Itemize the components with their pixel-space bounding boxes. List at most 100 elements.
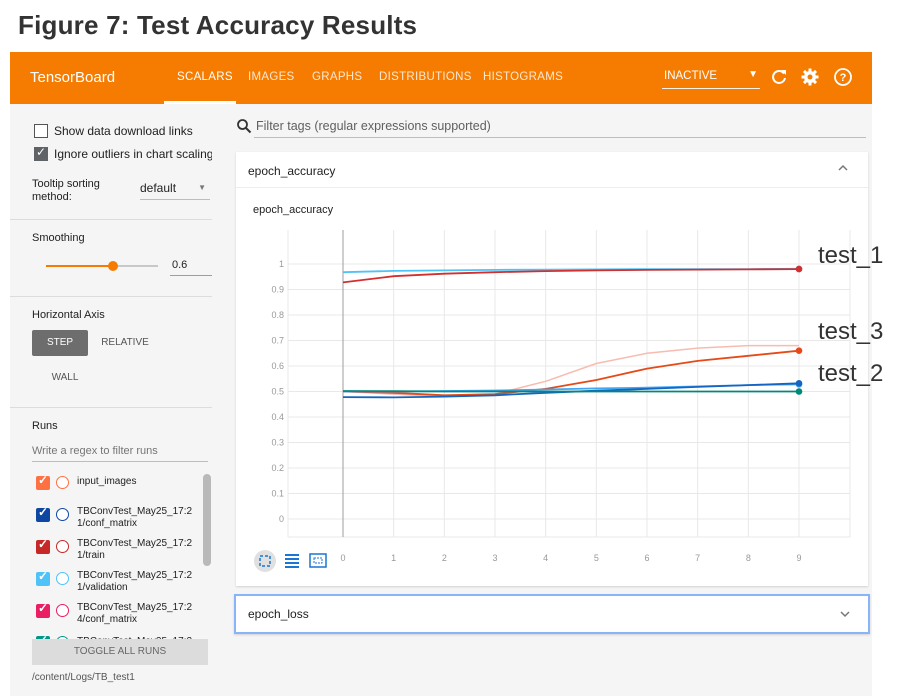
show-download-links-checkbox[interactable]	[34, 124, 48, 138]
run-color-icon[interactable]	[56, 540, 69, 553]
y-tick-label: 1	[279, 259, 284, 269]
ignore-outliers-checkbox[interactable]	[34, 145, 48, 161]
raw-series-line	[342, 344, 799, 398]
run-color-icon[interactable]	[56, 476, 69, 489]
tooltip-sorting-value: default	[140, 181, 177, 195]
axis-relative-label: RELATIVE	[101, 337, 149, 348]
accuracy-chart: epoch_accuracy 0 0.1 0.2 0.3 0.4 0.5 0.6 0.7 0.8 0…	[253, 204, 851, 572]
x-tick-label: 6	[644, 553, 649, 563]
series-end-point	[795, 380, 803, 387]
y-tick-label: 0.5	[271, 387, 284, 397]
tab-graphs[interactable]: GRAPHS	[312, 71, 363, 83]
accuracy-card: epoch_accuracy epoch_accuracy 0 0.1 0.2 0.3 0…	[236, 152, 868, 586]
axis-wall-button[interactable]: WALL	[42, 365, 88, 391]
fit-domain-icon	[259, 555, 271, 567]
run-name: TBConvTest_May25_17:2 1/validation	[77, 570, 193, 593]
loss-card-title: epoch_loss	[248, 607, 309, 621]
run-name: input_images	[77, 476, 137, 487]
slider-fill	[46, 265, 114, 267]
accuracy-card-header[interactable]: epoch_accuracy	[236, 152, 868, 188]
y-tick-label: 0.4	[271, 412, 284, 422]
series-line	[342, 349, 800, 397]
x-tick-label: 8	[746, 553, 751, 563]
status-select-value: INACTIVE	[664, 70, 718, 82]
run-item[interactable]: TBConvTest_May25_17:24/conf_matrix	[34, 601, 204, 632]
axis-step-button[interactable]: STEP	[32, 330, 88, 356]
top-bar: TensorBoard SCALARS IMAGES GRAPHS DISTRI…	[10, 52, 872, 104]
x-tick-label: 9	[796, 553, 801, 563]
y-tick-label: 0.3	[271, 438, 284, 448]
log-scale-icon	[285, 562, 299, 564]
run-item[interactable]: TBConvTest_May25_17:21/train	[34, 537, 204, 568]
series-end-point	[795, 265, 803, 273]
divider	[10, 296, 212, 297]
expand-chart-icon	[309, 553, 327, 568]
annotation-test-1: test_1	[818, 242, 884, 269]
run-color-icon[interactable]	[56, 572, 69, 585]
y-tick-label: 0.8	[271, 310, 284, 320]
run-color-icon[interactable]	[56, 604, 69, 617]
slider-knob[interactable]	[108, 261, 119, 271]
refresh-icon[interactable]	[768, 66, 790, 88]
tab-distributions[interactable]: DISTRIBUTIONS	[379, 71, 472, 83]
settings-icon[interactable]	[799, 66, 821, 88]
tooltip-sorting-label-2: method:	[32, 191, 72, 203]
smoothing-slider[interactable]	[46, 259, 158, 273]
axis-step-label: STEP	[46, 337, 74, 348]
x-tick-label: 7	[695, 553, 700, 563]
tooltip-sorting-select[interactable]: default ▼	[140, 180, 210, 200]
toggle-all-runs-button[interactable]: TOGGLE ALL RUNS	[32, 639, 208, 665]
run-checkbox[interactable]	[36, 473, 50, 490]
run-color-icon[interactable]	[56, 508, 69, 521]
active-tab-indicator	[164, 101, 236, 104]
x-tick-label: 4	[543, 553, 548, 563]
tab-histograms[interactable]: HISTOGRAMS	[483, 71, 564, 83]
log-scale-icon	[285, 554, 299, 556]
run-checkbox[interactable]	[36, 505, 50, 522]
run-item[interactable]: input_images	[34, 473, 204, 504]
annotation-test-3: test_3	[818, 318, 884, 345]
y-tick-label: 0	[279, 514, 284, 524]
tensorboard-app: TensorBoard SCALARS IMAGES GRAPHS DISTRI…	[10, 52, 872, 696]
axis-relative-button[interactable]: RELATIVE	[94, 330, 156, 356]
run-checkbox[interactable]	[36, 601, 50, 618]
runs-label: Runs	[32, 420, 58, 432]
x-tick-label: 1	[391, 553, 396, 563]
series-end-point	[795, 347, 803, 354]
run-checkbox[interactable]	[36, 537, 50, 554]
chevron-down-icon: ▼	[748, 69, 758, 80]
run-item[interactable]: TBConvTest_May25_17:21/validation	[34, 569, 204, 600]
logdir-path: /content/Logs/TB_test1	[32, 672, 135, 683]
chevron-down-icon[interactable]	[838, 607, 852, 626]
runs-filter-input[interactable]: Write a regex to filter runs	[32, 444, 208, 462]
axis-wall-label: WALL	[51, 372, 79, 383]
smoothing-label: Smoothing	[32, 232, 85, 244]
smoothing-input[interactable]: 0.6	[170, 258, 212, 276]
status-select[interactable]: INACTIVE ▼	[662, 69, 760, 89]
x-tick-label: 3	[492, 553, 497, 563]
tab-images[interactable]: IMAGES	[248, 71, 295, 83]
chart-title: epoch_accuracy	[253, 204, 334, 216]
toggle-all-runs-label: TOGGLE ALL RUNS	[73, 646, 167, 657]
brand-title: TensorBoard	[30, 69, 116, 86]
run-item[interactable]: TBConvTest_May25_17:21/conf_matrix	[34, 505, 204, 536]
tab-scalars[interactable]: SCALARS	[177, 71, 233, 83]
runs-filter-placeholder: Write a regex to filter runs	[32, 445, 158, 457]
horizontal-axis-label: Horizontal Axis	[32, 309, 105, 321]
help-icon[interactable]: ?	[832, 66, 854, 88]
runs-scrollbar[interactable]	[203, 474, 211, 566]
loss-card[interactable]: epoch_loss	[234, 594, 870, 634]
ignore-outliers-label: Ignore outliers in chart scaling	[54, 147, 212, 161]
show-download-links-label: Show data download links	[54, 124, 193, 138]
series-end-point	[795, 388, 803, 395]
series-line	[342, 390, 799, 393]
x-tick-label: 5	[594, 553, 599, 563]
tag-filter-input[interactable]: Filter tags (regular expressions support…	[254, 118, 866, 138]
tooltip-sorting-label: Tooltip sorting	[32, 178, 100, 190]
y-tick-label: 0.9	[271, 285, 284, 295]
chevron-up-icon[interactable]	[836, 161, 850, 180]
run-checkbox[interactable]	[36, 569, 50, 586]
log-scale-icon	[285, 558, 299, 560]
smoothing-value: 0.6	[172, 259, 188, 271]
accuracy-card-title: epoch_accuracy	[248, 164, 336, 178]
